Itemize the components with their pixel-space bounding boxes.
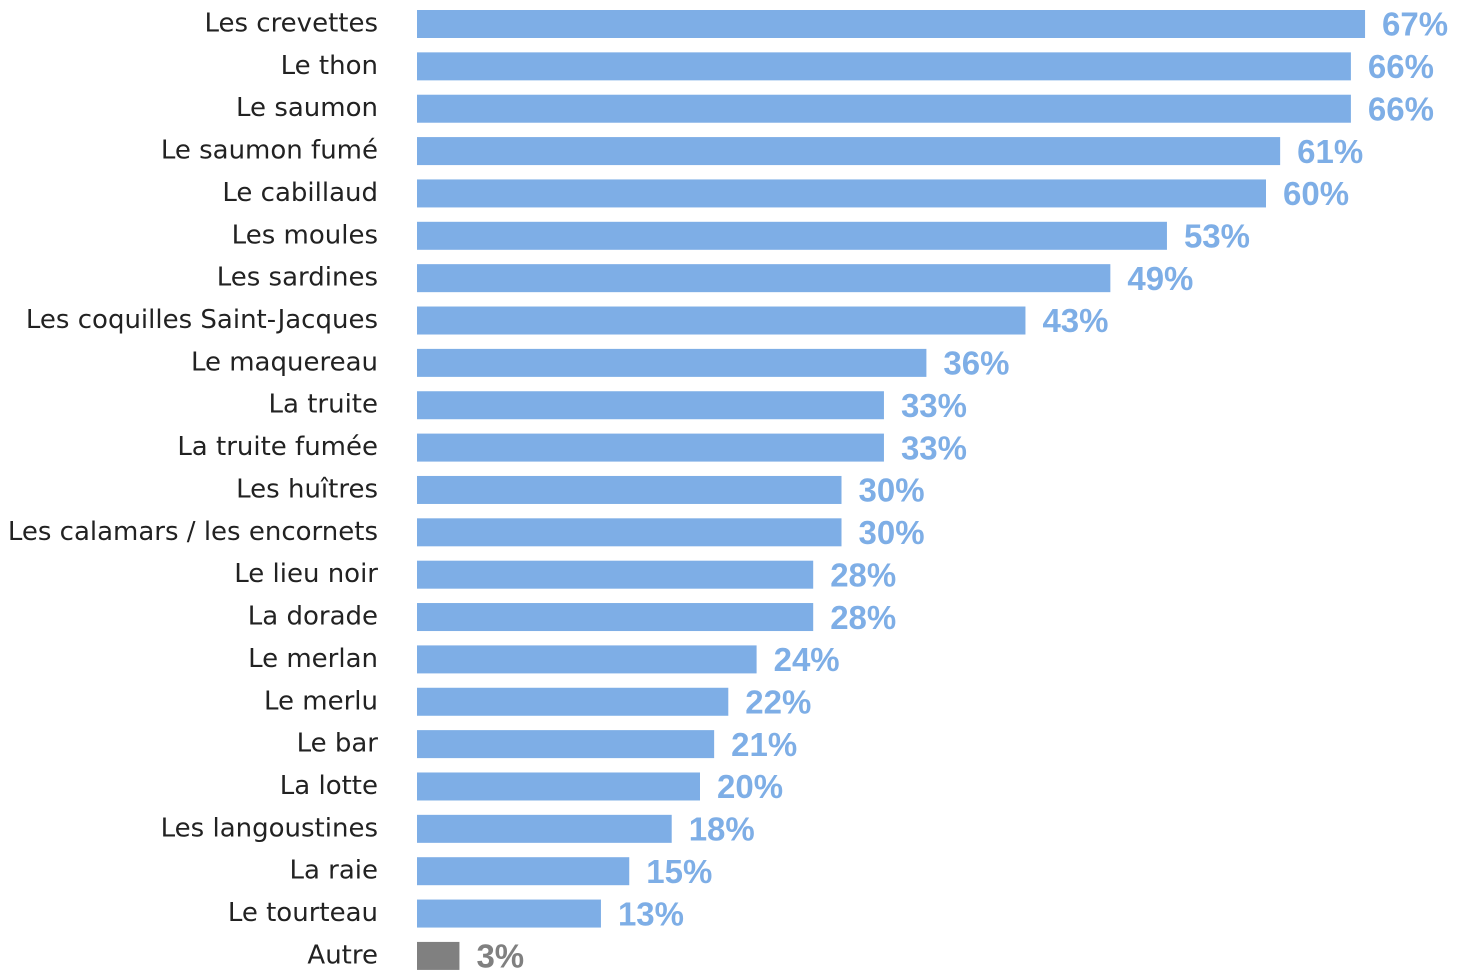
bar <box>417 52 1351 81</box>
bar <box>417 348 927 377</box>
category-label: La truite <box>269 390 378 420</box>
category-label: Les coquilles Saint-Jacques <box>26 305 378 335</box>
bar <box>417 814 672 843</box>
bar <box>417 94 1351 123</box>
bar <box>417 221 1167 250</box>
value-label: 36% <box>943 345 1009 382</box>
category-label: La raie <box>289 856 378 886</box>
category-label: Le bar <box>297 729 379 759</box>
value-label: 30% <box>859 514 925 551</box>
bar <box>417 941 460 970</box>
value-label: 66% <box>1368 48 1434 85</box>
value-label: 22% <box>745 683 811 720</box>
value-label: 33% <box>901 387 967 424</box>
value-label: 3% <box>476 938 524 971</box>
value-label: 66% <box>1368 90 1434 127</box>
category-label: Le maquereau <box>191 347 378 377</box>
category-label: Le lieu noir <box>234 559 378 589</box>
category-label: La dorade <box>248 602 378 632</box>
value-label: 21% <box>731 726 797 763</box>
category-label: La lotte <box>280 771 378 801</box>
value-label: 13% <box>618 895 684 932</box>
value-label: 60% <box>1283 175 1349 212</box>
value-label: 24% <box>774 641 840 678</box>
category-label: Les langoustines <box>161 813 378 843</box>
value-label: 15% <box>646 853 712 890</box>
value-label: 49% <box>1127 260 1193 297</box>
category-label: Les calamars / les encornets <box>8 517 378 547</box>
category-label: Le merlan <box>248 644 378 674</box>
value-label: 28% <box>830 599 896 636</box>
bar <box>417 391 884 420</box>
bar <box>417 772 700 801</box>
bar <box>417 603 814 632</box>
category-label: Autre <box>307 940 378 970</box>
category-label: Les crevettes <box>204 9 378 39</box>
value-label: 43% <box>1042 302 1108 339</box>
value-label: 18% <box>689 811 755 848</box>
category-label: Les sardines <box>217 263 378 293</box>
category-label: Le saumon <box>236 93 378 123</box>
category-label: La truite fumée <box>177 432 378 462</box>
category-label: Le tourteau <box>228 898 378 928</box>
category-label: Les huîtres <box>236 474 378 504</box>
bar <box>417 899 601 928</box>
bar <box>417 137 1281 166</box>
category-label: Le thon <box>281 51 378 81</box>
category-label: Le cabillaud <box>222 178 378 208</box>
bar <box>417 306 1026 335</box>
bar <box>417 433 884 462</box>
category-label: Les moules <box>232 220 378 250</box>
value-label: 20% <box>717 768 783 805</box>
value-label: 67% <box>1382 6 1448 43</box>
value-label: 53% <box>1184 218 1250 255</box>
value-label: 30% <box>859 472 925 509</box>
bar <box>417 475 842 504</box>
value-label: 28% <box>830 556 896 593</box>
bar <box>417 264 1111 293</box>
bar <box>417 518 842 547</box>
value-label: 33% <box>901 429 967 466</box>
bar <box>417 560 814 589</box>
bar <box>417 730 715 759</box>
category-label: Le merlu <box>264 686 378 716</box>
bar <box>417 179 1266 208</box>
bar <box>417 10 1366 38</box>
category-label: Le saumon fumé <box>161 136 378 166</box>
bar <box>417 857 630 886</box>
bar <box>417 645 757 674</box>
bar <box>417 687 729 716</box>
value-label: 61% <box>1297 133 1363 170</box>
